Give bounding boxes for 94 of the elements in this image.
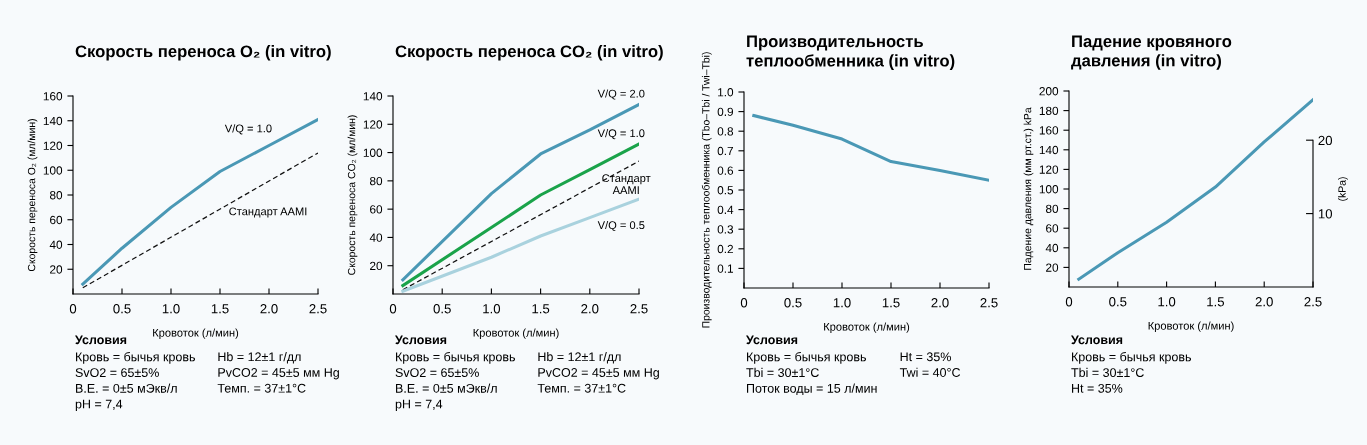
line-series [81, 117, 318, 286]
y-tick-label: 140 [1039, 145, 1059, 155]
y-tick-label: 120 [363, 120, 383, 129]
y-tick-label: 160 [43, 92, 63, 101]
text: Кровь = бычья кровь SvO2 = 65±5% В.Е. = 0±5 мЭкв/л pH = 7,4 [395, 352, 516, 411]
y2-axis-title: (kPa) [1338, 177, 1348, 201]
x-tick-label: 0 [69, 304, 77, 314]
x-tick-label: 0.5 [784, 298, 802, 308]
y2-tick-label: 10 [1318, 209, 1333, 219]
y-tick-label: 60 [1046, 224, 1059, 233]
y-tick-label: 140 [363, 92, 383, 101]
series-label: V/Q = 1.0 [597, 129, 645, 140]
text: Hb = 12±1 г/дл PvCO2 = 45±5 мм Hg Темп. = 37±1°C [537, 352, 659, 393]
chart-title: Падение кровяного давления (in vitro) [1071, 35, 1232, 70]
chart-title: Скорость переноса CO₂ (in vitro) [395, 45, 663, 61]
chart-title: Скорость переноса O₂ (in vitro) [75, 45, 331, 61]
x-axis-title: Кровоток (л/мин) [153, 328, 239, 339]
x-tick-label: 2.5 [980, 298, 998, 308]
y-tick-label: 160 [1039, 126, 1059, 135]
y-tick-label: 100 [1039, 185, 1059, 194]
line-series [752, 113, 989, 182]
text: Кровь = бычья кровь SvO2 = 65±5% В.Е. = 0±5 мЭкв/л pH = 7,4 [75, 352, 196, 411]
y-tick-label: 100 [43, 166, 63, 175]
y-tick-label: 60 [50, 215, 63, 225]
x-tick-label: 1.0 [833, 298, 851, 308]
y-tick-label: 0.9 [717, 107, 734, 116]
x-tick-label: 0 [1065, 297, 1073, 307]
y-tick-label: 1.0 [718, 88, 734, 97]
y-tick-label: 20 [1046, 263, 1059, 272]
y-tick-label: 80 [1045, 204, 1059, 213]
y-tick-label: 60 [370, 205, 383, 214]
y-tick-label: 80 [369, 176, 383, 186]
x-tick-label: 2.0 [1255, 297, 1273, 307]
y-tick-label: 100 [363, 148, 383, 157]
y-tick-label: 120 [43, 141, 63, 150]
x-tick-label: 2.5 [1304, 297, 1322, 307]
text: Условия [1071, 335, 1123, 345]
y-tick-label: 0.3 [717, 225, 734, 234]
line-series [1077, 98, 1313, 281]
y2-tick-label: 20 [1318, 135, 1333, 146]
y-tick-label: 120 [1039, 165, 1059, 174]
x-axis-title: Кровоток (л/мин) [473, 328, 559, 339]
x-tick-label: 1.0 [162, 304, 180, 314]
x-tick-label: 1.5 [532, 304, 550, 314]
y-axis-title: Скорость переноса CO₂ (мл/мин) [347, 115, 358, 275]
y-tick-label: 20 [370, 261, 383, 271]
y-tick-label: 40 [1045, 243, 1059, 253]
y-tick-label: 140 [43, 116, 63, 126]
series-label: Стандарт AAMI [602, 174, 651, 194]
y-tick-label: 0.2 [717, 244, 733, 254]
x-axis-title: Кровоток (л/мин) [1148, 321, 1234, 332]
y-tick-label: 0.4 [717, 205, 734, 214]
y-tick-label: 200 [1039, 87, 1059, 96]
y-tick-label: 80 [49, 191, 63, 200]
y-tick-label: 0.5 [717, 186, 734, 195]
x-tick-label: 1.5 [882, 298, 900, 308]
y-tick-label: 0.1 [717, 264, 734, 273]
text: Hb = 12±1 г/дл PvCO2 = 45±5 мм Hg Темп. = 37±1°C [217, 352, 339, 393]
text: Кровь = бычья кровь Tbi = 30±1°C Ht = 35% [1071, 352, 1192, 393]
x-tick-label: 0 [389, 304, 397, 314]
x-tick-label: 1.0 [1158, 297, 1176, 307]
x-tick-label: 0.5 [1109, 297, 1127, 307]
text: Условия [75, 335, 127, 345]
y-tick-label: 0.6 [717, 166, 734, 175]
x-tick-label: 0.5 [433, 304, 451, 314]
x-axis-title: Кровоток (л/мин) [824, 322, 910, 333]
y-axis-title: Скорость переноса O₂ (мл/мин) [27, 119, 38, 272]
y-tick-label: 180 [1039, 106, 1059, 115]
series-label: V/Q = 2.0 [597, 89, 645, 100]
y-tick-label: 0.8 [717, 127, 734, 136]
text: Ht = 35% Twi = 40°C [899, 352, 961, 377]
x-tick-label: 1.5 [211, 304, 229, 314]
series-label: V/Q = 1.0 [224, 124, 272, 135]
y-axis-title: Производительность теплообменника (Tbo–Tbi / Twi–Tbi) [701, 52, 712, 328]
x-tick-label: 0 [740, 298, 748, 308]
x-tick-label: 2.5 [630, 304, 648, 314]
x-tick-label: 2.0 [931, 298, 949, 308]
series-label: V/Q = 0.5 [597, 220, 645, 232]
y-axis-title: Падение давления (мм рт.ст.) kPa [1023, 107, 1034, 270]
y-tick-label: 40 [49, 240, 63, 249]
y-tick-label: 40 [369, 233, 383, 242]
y-tick-label: 0.7 [717, 146, 733, 156]
chart-title: Производительность теплообменника (in vitro) [746, 35, 955, 70]
x-tick-label: 1.5 [1207, 297, 1225, 307]
series-label: Стандарт AAMI [229, 207, 307, 218]
text: Условия [746, 335, 798, 345]
text: Условия [395, 335, 447, 345]
x-tick-label: 1.0 [483, 304, 501, 314]
text: Кровь = бычья кровь Tbi = 30±1°C Поток воды = 15 л/мин [746, 352, 877, 396]
y-tick-label: 20 [50, 265, 63, 274]
x-tick-label: 2.0 [581, 304, 599, 314]
x-tick-label: 0.5 [113, 304, 131, 314]
x-tick-label: 2.5 [309, 304, 327, 314]
x-tick-label: 2.0 [260, 304, 278, 314]
